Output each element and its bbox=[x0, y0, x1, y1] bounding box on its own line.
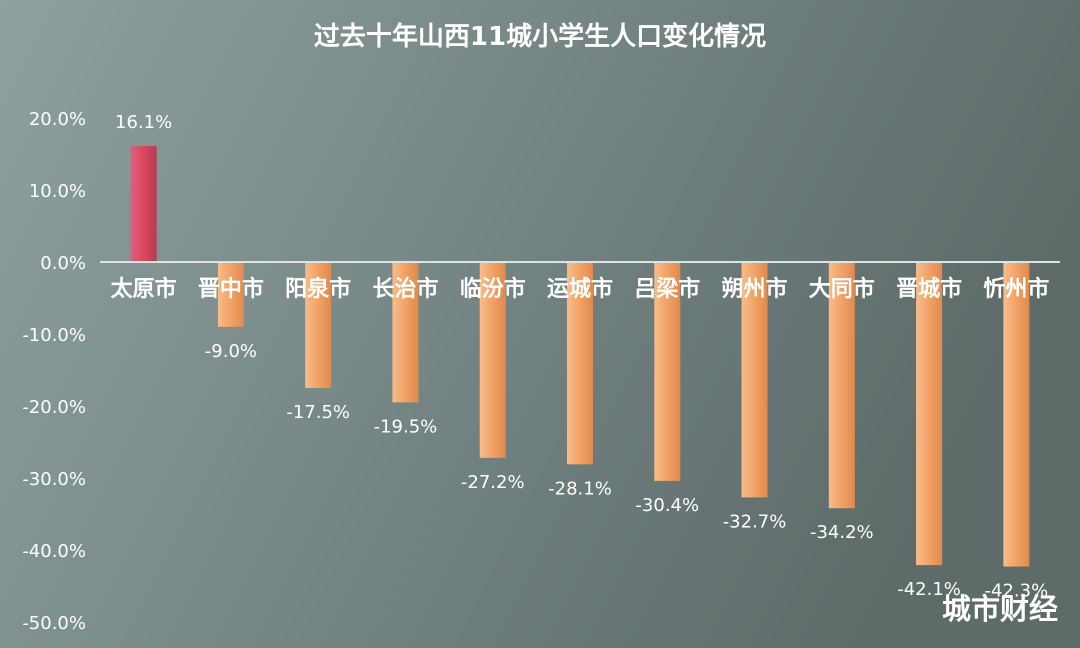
y-tick-label: 20.0% bbox=[29, 109, 86, 130]
bar bbox=[130, 146, 157, 262]
bar bbox=[217, 262, 244, 327]
x-axis-categories: 太原市 晋中市 阳泉市 长治市 临汾市 运城市 吕梁市 朔州市 大同市 晋城市 忻州市 bbox=[111, 276, 1050, 302]
category-label: 大同市 bbox=[809, 276, 875, 302]
data-label: -34.2% bbox=[810, 522, 874, 543]
category-label: 运城市 bbox=[547, 276, 613, 302]
y-tick-label: 0.0% bbox=[40, 253, 86, 274]
y-tick-label: -40.0% bbox=[22, 541, 86, 562]
y-axis: 20.0% 10.0% 0.0% -10.0% -20.0% -30.0% -40.0% -5… bbox=[22, 109, 86, 634]
data-label: -32.7% bbox=[723, 511, 787, 532]
y-tick-label: -50.0% bbox=[22, 613, 86, 634]
category-label: 朔州市 bbox=[722, 276, 788, 302]
y-tick-label: -20.0% bbox=[22, 397, 86, 418]
y-tick-label: -10.0% bbox=[22, 325, 86, 346]
bar bbox=[654, 262, 681, 481]
category-label: 晋城市 bbox=[896, 276, 962, 302]
data-label: 16.1% bbox=[115, 112, 172, 133]
bar bbox=[741, 262, 768, 498]
data-label: -30.4% bbox=[635, 495, 699, 516]
category-label: 晋中市 bbox=[198, 276, 264, 302]
category-label: 忻州市 bbox=[983, 276, 1049, 302]
category-label: 阳泉市 bbox=[285, 276, 351, 302]
data-label: -27.2% bbox=[461, 472, 525, 493]
bars bbox=[130, 146, 1030, 567]
data-label: -19.5% bbox=[374, 416, 438, 437]
category-label: 临汾市 bbox=[460, 276, 526, 302]
data-labels: 16.1% -9.0% -17.5% -19.5% -27.2% -28.1% -30.4%… bbox=[115, 112, 1048, 601]
category-label: 长治市 bbox=[372, 276, 438, 302]
y-tick-label: 10.0% bbox=[29, 181, 86, 202]
data-label: -42.3% bbox=[985, 581, 1049, 602]
bar bbox=[1003, 262, 1030, 567]
bar bbox=[567, 262, 593, 465]
bar bbox=[916, 262, 943, 566]
y-tick-label: -30.0% bbox=[22, 469, 86, 490]
data-label: -42.1% bbox=[897, 579, 961, 600]
data-label: -9.0% bbox=[205, 341, 257, 362]
data-label: -28.1% bbox=[548, 478, 612, 499]
category-label: 吕梁市 bbox=[634, 276, 700, 302]
bar bbox=[828, 262, 855, 509]
bar bbox=[392, 262, 419, 403]
data-label: -17.5% bbox=[286, 402, 350, 423]
category-label: 太原市 bbox=[111, 276, 177, 302]
bar bbox=[305, 262, 332, 388]
bar bbox=[479, 262, 506, 458]
watermark-text: 城市财经 bbox=[942, 592, 1058, 626]
chart-title: 过去十年山西11城小学生人口变化情况 bbox=[314, 21, 766, 52]
